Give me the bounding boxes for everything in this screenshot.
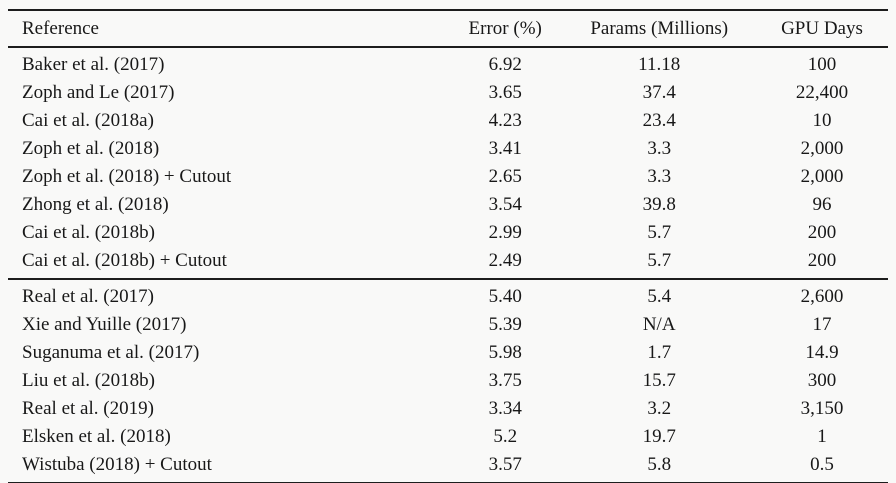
cell-params-millions: 37.4 [642,82,676,103]
cell-gpu-days: 10 [812,110,832,131]
cell-gpu-days: 14.9 [805,342,839,363]
column-header-error-percent: Error (%) [468,17,542,39]
cell-reference: Cai et al. (2018b) [22,222,155,243]
table-row: Real et al. (2019) 3.34 3.2 3,150 [8,395,888,423]
cell-params-millions: 5.4 [647,286,672,307]
cell-error-percent: 3.75 [488,370,522,391]
cell-gpu-days: 1 [817,426,827,447]
cell-reference: Zoph et al. (2018) + Cutout [22,166,232,187]
column-header-reference: Reference [22,17,99,39]
cell-reference: Baker et al. (2017) [22,54,165,75]
cell-gpu-days: 300 [807,370,837,391]
cell-params-millions: 3.3 [647,166,672,187]
cell-gpu-days: 0.5 [810,454,834,475]
table-row: Cai et al. (2018a) 4.23 23.4 10 [8,107,888,135]
table-row: Cai et al. (2018b) + Cutout 2.49 5.7 200 [8,247,888,279]
cell-params-millions: 1.7 [647,342,672,363]
table-row: Cai et al. (2018b) 2.99 5.7 200 [8,219,888,247]
cell-error-percent: 3.41 [488,138,522,159]
cell-gpu-days: 3,150 [800,398,844,419]
cell-error-percent: 3.54 [488,194,522,215]
table-row: Zhong et al. (2018) 3.54 39.8 96 [8,191,888,219]
cell-error-percent: 4.23 [488,110,522,131]
cell-params-millions: 3.2 [647,398,672,419]
table-row: Elsken et al. (2018) 5.2 19.7 1 [8,423,888,451]
cell-gpu-days: 17 [812,314,832,335]
cell-gpu-days: 22,400 [795,82,849,103]
column-header-params-millions: Params (Millions) [590,17,729,39]
cell-reference: Cai et al. (2018b) + Cutout [22,250,227,271]
cell-error-percent: 2.49 [488,250,522,271]
table-row: Zoph and Le (2017) 3.65 37.4 22,400 [8,79,888,107]
cell-reference: Real et al. (2019) [22,398,154,419]
cell-reference: Liu et al. (2018b) [22,370,155,391]
cell-error-percent: 2.65 [488,166,522,187]
cell-reference: Zoph and Le (2017) [22,82,175,103]
table-row: Wistuba (2018) + Cutout 3.57 5.8 0.5 [8,451,888,483]
cell-reference: Elsken et al. (2018) [22,426,171,447]
table-row: Baker et al. (2017) 6.92 11.18 100 [8,47,888,79]
cell-params-millions: 39.8 [642,194,676,215]
cell-reference: Zhong et al. (2018) [22,194,169,215]
cell-params-millions: 5.7 [647,222,672,243]
cell-error-percent: 3.57 [488,454,522,475]
table-row: Suganuma et al. (2017) 5.98 1.7 14.9 [8,339,888,367]
table-row: Liu et al. (2018b) 3.75 15.7 300 [8,367,888,395]
cell-gpu-days: 100 [807,54,837,75]
results-table: Reference Error (%) Params (Millions) GP… [8,9,888,483]
table-row: Zoph et al. (2018) + Cutout 2.65 3.3 2,000 [8,163,888,191]
cell-gpu-days: 2,000 [800,166,844,187]
cell-error-percent: 3.34 [488,398,522,419]
cell-reference: Wistuba (2018) + Cutout [22,454,212,475]
cell-error-percent: 5.98 [488,342,522,363]
cell-error-percent: 5.2 [493,426,518,447]
cell-params-millions: 11.18 [638,54,681,75]
header-row: Reference Error (%) Params (Millions) GP… [8,10,888,47]
table-group-1: Baker et al. (2017) 6.92 11.18 100 Zoph and … [8,47,888,279]
cell-reference: Cai et al. (2018a) [22,110,154,131]
cell-gpu-days: 2,000 [800,138,844,159]
cell-gpu-days: 200 [807,250,837,271]
cell-error-percent: 2.99 [488,222,522,243]
cell-params-millions: 5.7 [647,250,672,271]
table-row: Zoph et al. (2018) 3.41 3.3 2,000 [8,135,888,163]
cell-gpu-days: 96 [812,194,832,215]
cell-gpu-days: 2,600 [800,286,844,307]
cell-reference: Xie and Yuille (2017) [22,314,187,335]
table-row: Xie and Yuille (2017) 5.39 N/A 17 [8,311,888,339]
column-header-gpu-days: GPU Days [781,17,863,39]
cell-params-millions: 19.7 [642,426,676,447]
cell-params-millions: 23.4 [642,110,676,131]
cell-params-millions: 5.8 [647,454,672,475]
cell-error-percent: 3.65 [488,82,522,103]
cell-error-percent: 6.92 [488,54,522,75]
cell-error-percent: 5.39 [488,314,522,335]
cell-error-percent: 5.40 [488,286,522,307]
cell-params-millions: 15.7 [642,370,676,391]
cell-reference: Suganuma et al. (2017) [22,342,200,363]
cell-reference: Real et al. (2017) [22,286,154,307]
cell-params-millions: N/A [642,314,676,335]
table-row: Real et al. (2017) 5.40 5.4 2,600 [8,279,888,311]
cell-params-millions: 3.3 [647,138,672,159]
table-group-2: Real et al. (2017) 5.40 5.4 2,600 Xie and Yu… [8,279,888,483]
cell-reference: Zoph et al. (2018) [22,138,160,159]
cell-gpu-days: 200 [807,222,837,243]
table-header: Reference Error (%) Params (Millions) GP… [8,10,888,47]
